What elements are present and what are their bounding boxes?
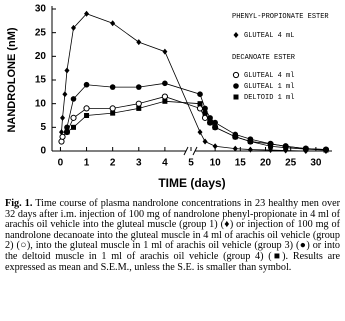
- marker: [197, 129, 203, 136]
- x-tick-label: 2: [110, 158, 116, 169]
- series-line: [66, 82, 326, 150]
- marker: [71, 124, 76, 130]
- marker: [110, 110, 116, 116]
- caption-label: Fig. 1.: [5, 198, 33, 209]
- marker: [162, 48, 168, 55]
- y-tick-label: 5: [40, 122, 46, 133]
- marker: [162, 80, 168, 87]
- marker: [83, 81, 90, 88]
- y-tick-label: 20: [35, 51, 47, 62]
- x-tick-label: 30: [310, 158, 322, 169]
- marker: [268, 143, 274, 149]
- series-line: [66, 100, 326, 151]
- x-tick-label: 25: [285, 158, 297, 169]
- marker: [212, 119, 218, 126]
- x-tick-label: 15: [235, 158, 247, 169]
- marker: [197, 101, 203, 107]
- x-tick-label: 3: [136, 158, 142, 169]
- axis-break: [192, 146, 198, 156]
- legend-marker: [233, 83, 239, 89]
- marker: [136, 105, 142, 111]
- marker: [207, 115, 213, 121]
- legend-label: GLUTEAL 4 ml: [244, 72, 294, 80]
- marker: [247, 146, 253, 153]
- marker: [58, 129, 64, 136]
- marker: [135, 84, 142, 90]
- x-tick-label: 4: [162, 158, 168, 169]
- marker: [62, 91, 68, 98]
- marker: [202, 138, 208, 145]
- legend-label: GLUTEAL 4 mL: [244, 32, 294, 40]
- marker: [84, 113, 90, 118]
- marker: [70, 114, 77, 121]
- marker: [161, 93, 168, 100]
- marker: [202, 110, 208, 116]
- marker: [136, 39, 142, 46]
- marker: [64, 124, 70, 131]
- x-tick-label: 20: [260, 158, 272, 169]
- marker: [247, 139, 253, 145]
- y-tick-label: 15: [35, 75, 47, 86]
- marker: [59, 133, 66, 140]
- series-line: [61, 13, 326, 152]
- legend-group: DECANOATE ESTER: [232, 54, 296, 62]
- marker: [84, 10, 90, 17]
- axis-break: [183, 146, 189, 156]
- marker: [207, 120, 213, 126]
- marker: [71, 24, 76, 31]
- marker: [70, 96, 77, 102]
- legend-label: GLUTEAL 1 ml: [244, 83, 294, 91]
- y-tick-label: 30: [35, 4, 47, 15]
- caption-text: Time course of plasma nandrolone concent…: [5, 198, 340, 273]
- marker: [197, 91, 203, 97]
- marker: [162, 98, 168, 104]
- marker: [64, 129, 70, 135]
- x-tick-label: 5: [188, 158, 194, 169]
- marker: [109, 105, 116, 112]
- x-axis-title: TIME (days): [158, 176, 225, 190]
- marker: [303, 146, 309, 152]
- x-tick-label: 0: [58, 158, 64, 169]
- y-axis-title: NANDROLONE (nM): [6, 27, 18, 132]
- legend-marker: [233, 94, 239, 100]
- series-line: [61, 96, 326, 150]
- marker: [83, 105, 90, 112]
- marker: [202, 105, 208, 112]
- marker: [60, 114, 66, 121]
- marker: [283, 145, 289, 151]
- marker: [110, 20, 116, 27]
- marker: [323, 147, 329, 153]
- chart: NANDROLONE (nM) TIME (days) PHENYL-PROPI…: [6, 4, 332, 190]
- legend-label: DELTOID 1 ml: [244, 94, 294, 102]
- marker: [212, 143, 218, 150]
- marker: [135, 100, 142, 107]
- y-tick-label: 25: [35, 27, 47, 38]
- y-tick-label: 0: [40, 146, 46, 157]
- caption: Fig. 1. Time course of plasma nandrolone…: [5, 198, 340, 273]
- marker: [232, 134, 238, 140]
- legend-group: PHENYL-PROPIONATE ESTER: [232, 13, 329, 21]
- legend-marker: [232, 71, 240, 79]
- marker: [212, 124, 218, 130]
- y-tick-label: 10: [35, 98, 47, 109]
- legend-marker: [233, 32, 239, 38]
- x-tick-label: 1: [84, 158, 90, 169]
- marker: [64, 67, 70, 74]
- marker: [109, 84, 116, 90]
- marker: [232, 145, 238, 152]
- x-tick-label: 10: [210, 158, 222, 169]
